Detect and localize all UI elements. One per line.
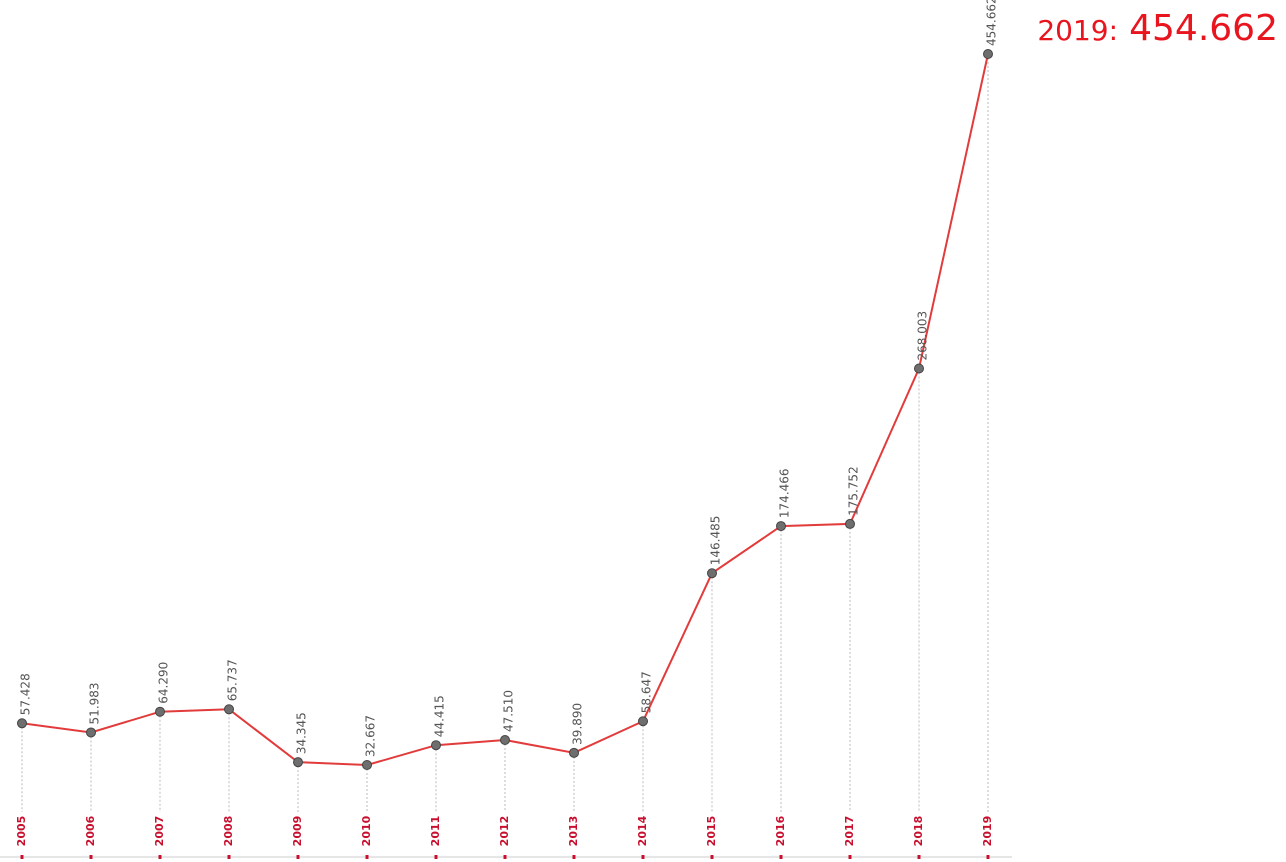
x-tick-label: 2014 bbox=[636, 815, 649, 846]
x-tick bbox=[572, 855, 576, 859]
x-tick-label: 2010 bbox=[360, 815, 373, 846]
data-label: 174.466 bbox=[778, 468, 792, 518]
x-tick-label: 2006 bbox=[84, 815, 97, 846]
series-line bbox=[21, 53, 989, 767]
x-tick bbox=[848, 855, 852, 859]
point bbox=[983, 49, 993, 59]
x-tick-label: 2005 bbox=[15, 816, 28, 847]
point bbox=[707, 568, 717, 579]
x-tick bbox=[503, 855, 507, 859]
x-tick-label: 2011 bbox=[429, 816, 442, 847]
x-tick-label: 2007 bbox=[153, 816, 166, 847]
x-tick bbox=[296, 855, 300, 859]
x-tick-label: 2017 bbox=[843, 816, 856, 847]
point bbox=[224, 704, 234, 715]
x-tick-label: 2018 bbox=[912, 816, 925, 847]
x-tick bbox=[20, 855, 24, 859]
x-tick-label: 2009 bbox=[291, 816, 304, 847]
x-tick bbox=[779, 855, 783, 859]
data-label: 454.662 bbox=[985, 0, 999, 46]
x-tick-label: 2019 bbox=[981, 816, 994, 847]
highlight-label: 2019: bbox=[1037, 14, 1118, 47]
point bbox=[17, 718, 27, 729]
point bbox=[86, 727, 96, 738]
x-tick bbox=[434, 855, 438, 859]
data-label: 57.428 bbox=[19, 673, 33, 715]
point bbox=[569, 747, 579, 758]
point bbox=[845, 518, 855, 529]
x-tick bbox=[227, 855, 231, 859]
x-tick bbox=[89, 855, 93, 859]
x-tick-label: 2013 bbox=[567, 816, 580, 847]
x-tick-label: 2008 bbox=[222, 816, 235, 847]
data-label: 32.667 bbox=[364, 715, 378, 757]
data-label: 58.647 bbox=[640, 671, 654, 713]
x-tick bbox=[641, 855, 645, 859]
point bbox=[638, 716, 648, 727]
x-tick bbox=[158, 855, 162, 859]
point bbox=[431, 740, 441, 751]
data-label: 146.485 bbox=[709, 516, 723, 566]
point bbox=[914, 363, 924, 374]
x-tick bbox=[365, 855, 369, 859]
data-label: 47.510 bbox=[502, 690, 516, 732]
data-label: 65.737 bbox=[226, 659, 240, 701]
x-tick bbox=[710, 855, 714, 859]
data-label: 64.290 bbox=[157, 662, 171, 704]
x-tick-label: 2012 bbox=[498, 816, 511, 847]
data-label: 51.983 bbox=[88, 682, 102, 724]
point bbox=[155, 706, 165, 717]
x-tick-label: 2015 bbox=[705, 816, 718, 847]
data-label: 34.345 bbox=[295, 712, 309, 754]
highlight: 2019: 454.662 bbox=[1037, 8, 1278, 49]
highlight-value: 454.662 bbox=[1129, 8, 1278, 49]
point bbox=[776, 521, 786, 532]
data-label: 175.752 bbox=[847, 466, 861, 516]
data-label: 39.890 bbox=[571, 703, 585, 745]
x-tick-label: 2016 bbox=[774, 815, 787, 846]
point bbox=[293, 757, 303, 768]
point bbox=[362, 760, 372, 770]
x-tick bbox=[986, 855, 990, 859]
data-label: 268.003 bbox=[916, 311, 930, 361]
x-tick bbox=[917, 855, 921, 859]
point bbox=[500, 734, 510, 745]
data-label: 44.415 bbox=[433, 695, 447, 737]
